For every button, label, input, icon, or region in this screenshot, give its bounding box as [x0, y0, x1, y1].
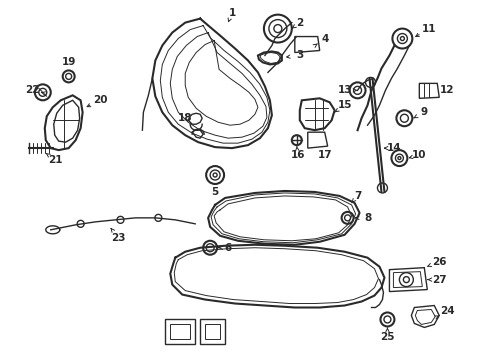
Text: 14: 14 — [386, 143, 401, 153]
Text: 15: 15 — [337, 100, 351, 110]
Text: 11: 11 — [421, 24, 436, 33]
Text: 25: 25 — [379, 332, 394, 342]
Text: 19: 19 — [61, 58, 76, 67]
Text: 21: 21 — [48, 155, 63, 165]
Text: 13: 13 — [337, 85, 351, 95]
Text: 9: 9 — [420, 107, 427, 117]
Text: 10: 10 — [411, 150, 426, 160]
Text: 17: 17 — [317, 150, 331, 160]
Text: 27: 27 — [431, 275, 446, 285]
Text: 2: 2 — [296, 18, 303, 28]
Text: 26: 26 — [431, 257, 446, 267]
Text: 4: 4 — [320, 33, 328, 44]
Text: 1: 1 — [228, 8, 235, 18]
Text: 22: 22 — [25, 85, 40, 95]
Text: 7: 7 — [353, 191, 361, 201]
Text: 20: 20 — [93, 95, 107, 105]
Text: 16: 16 — [290, 150, 305, 160]
Text: 6: 6 — [224, 243, 231, 253]
Text: 18: 18 — [178, 113, 192, 123]
Text: 24: 24 — [439, 306, 454, 316]
Text: 5: 5 — [211, 187, 218, 197]
Text: 8: 8 — [363, 213, 370, 223]
Text: 3: 3 — [296, 50, 303, 60]
Text: 12: 12 — [439, 85, 453, 95]
Text: 23: 23 — [111, 233, 125, 243]
